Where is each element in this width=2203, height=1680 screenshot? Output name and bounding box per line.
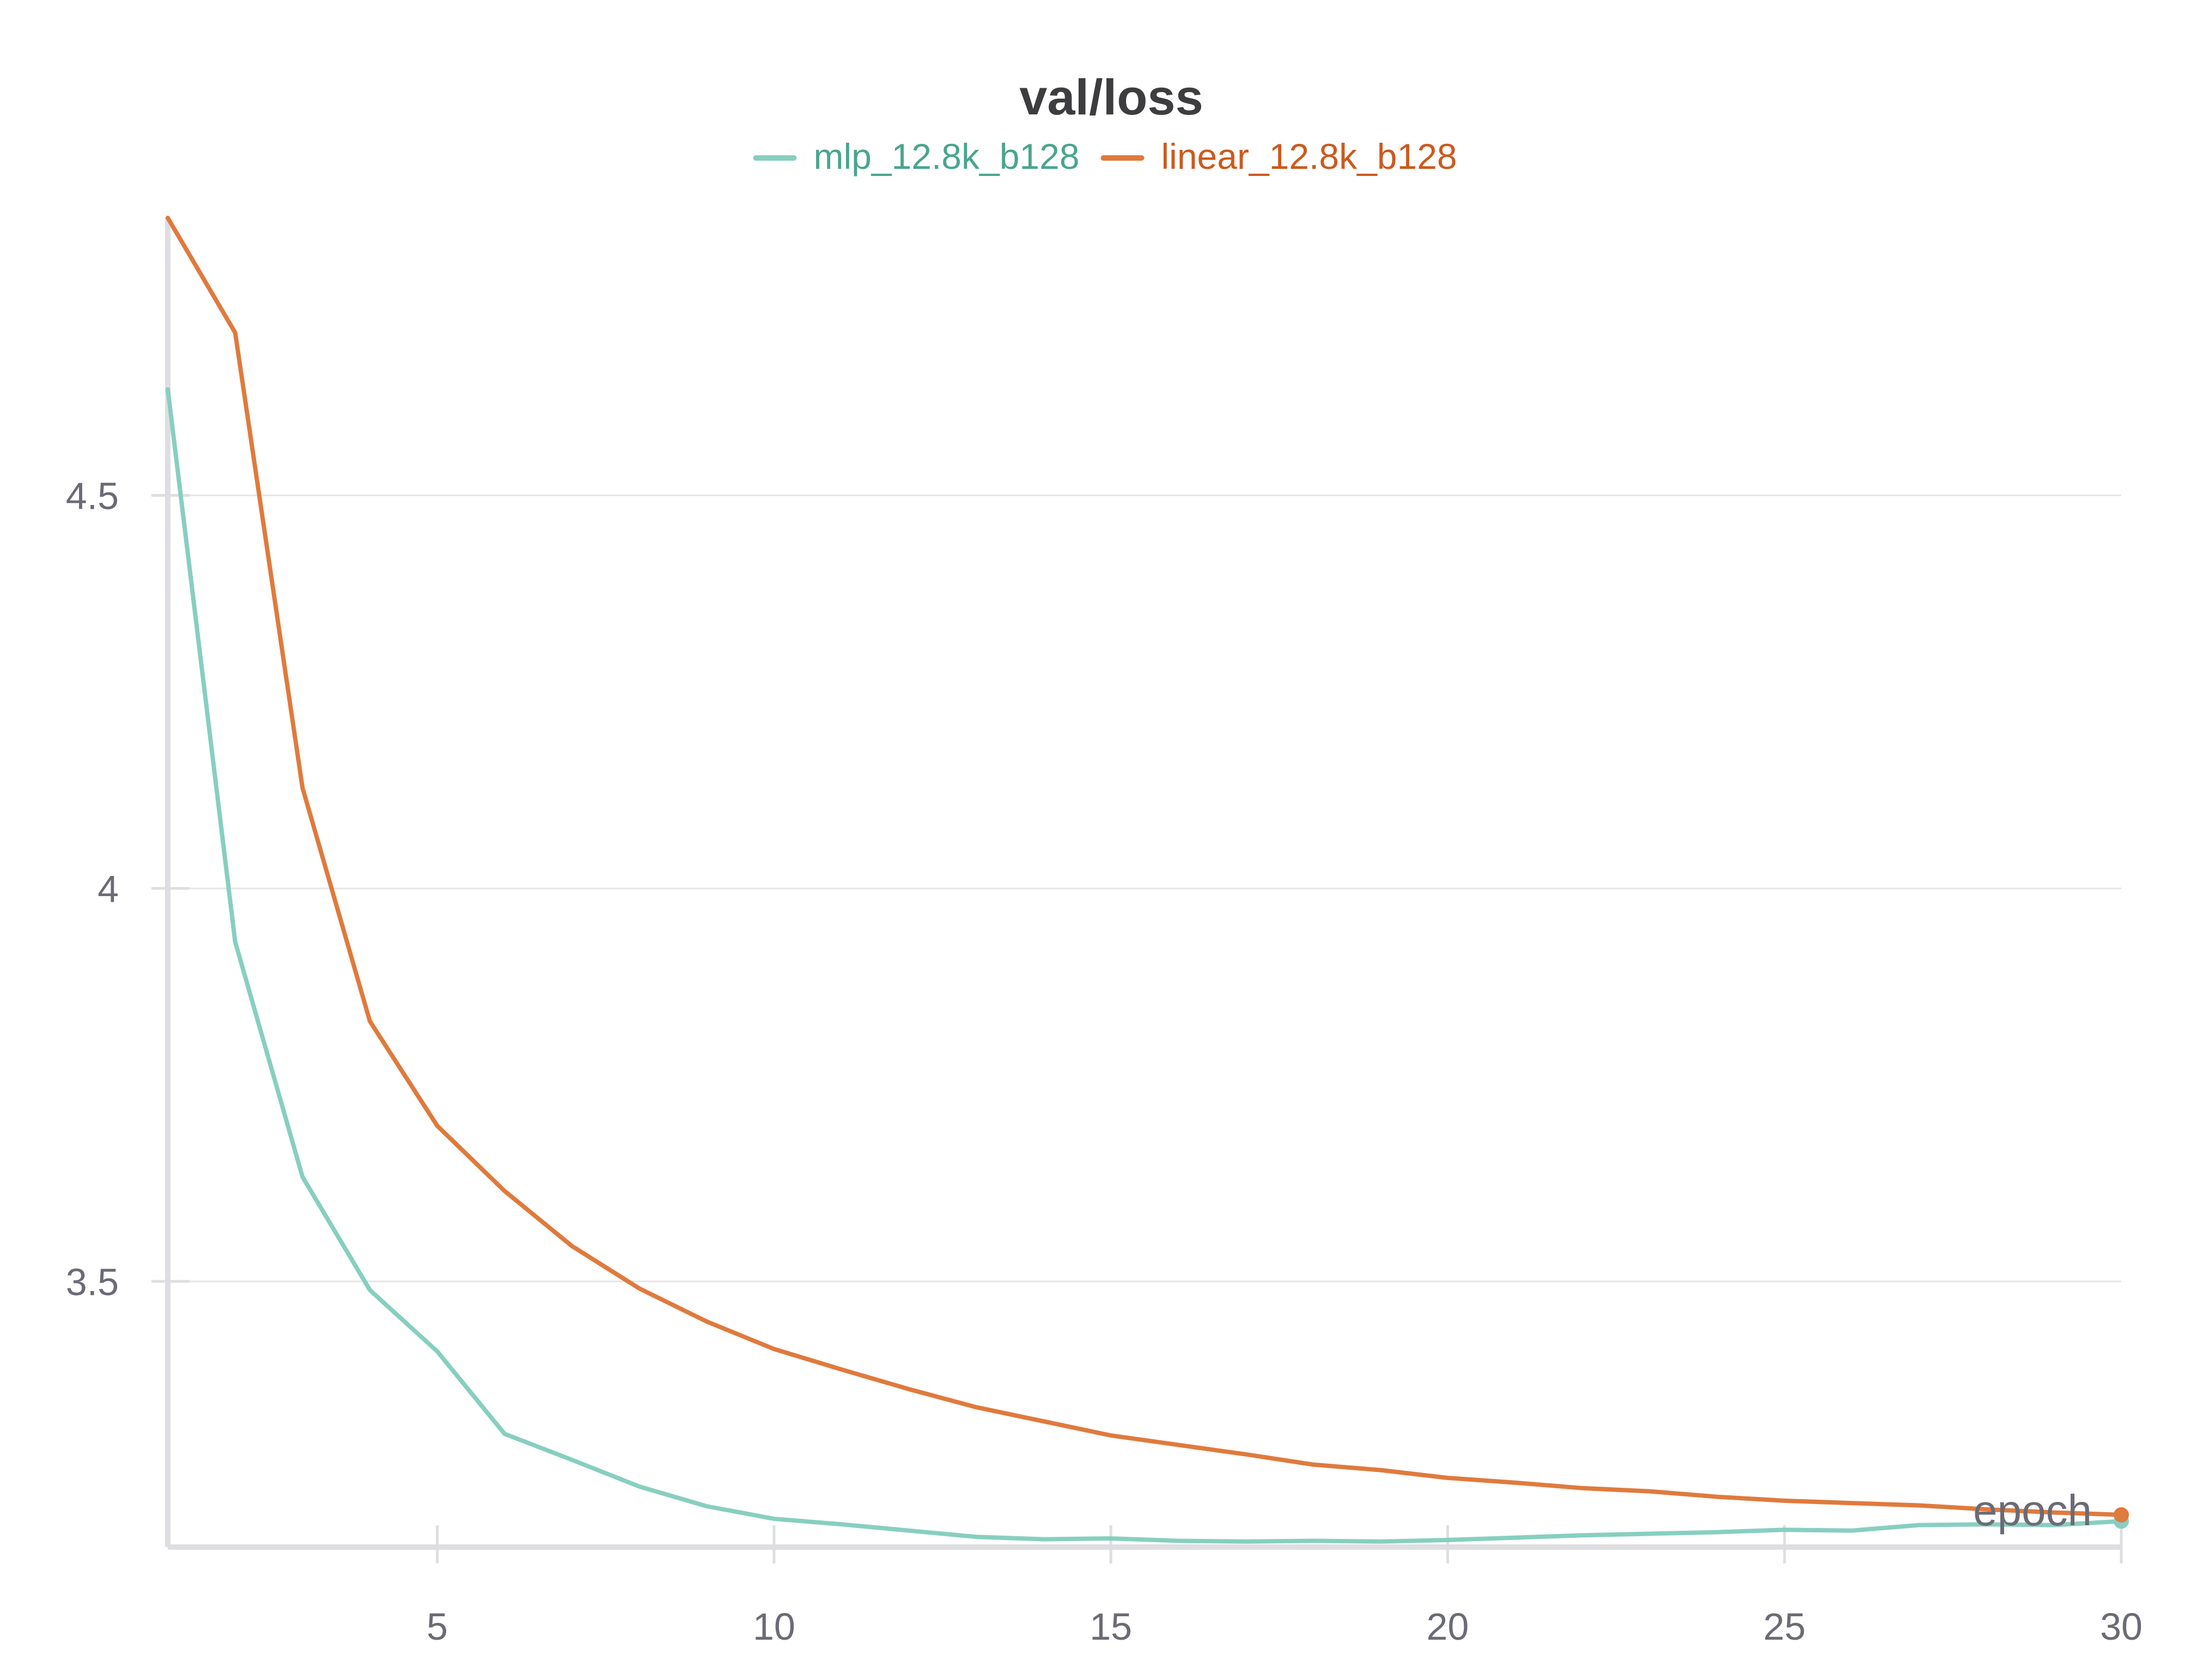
x-tick-label: 30 <box>2100 1605 2143 1648</box>
x-tick-label: 15 <box>1090 1605 1132 1648</box>
series-line-mlp_12.8k_b128 <box>166 387 2123 1544</box>
y-tick-label: 3.5 <box>66 1261 119 1303</box>
y-tick-label: 4 <box>98 868 119 910</box>
tick-labels: 3.5 4 4.5 5 10 15 20 25 30 <box>66 474 2143 1648</box>
axes <box>151 218 2123 1563</box>
x-tick-label: 20 <box>1427 1605 1469 1648</box>
x-tick-label: 10 <box>753 1605 795 1648</box>
legend-item[interactable]: linear_12.8k_b128 <box>1100 136 1457 176</box>
chart-title: val/loss <box>1019 70 1203 125</box>
series-line-linear_12.8k_b128 <box>166 216 2123 1517</box>
legend-item[interactable]: mlp_12.8k_b128 <box>753 136 1080 176</box>
series-lines <box>166 216 2129 1544</box>
y-tick-label: 4.5 <box>66 474 119 517</box>
legend: mlp_12.8k_b128 linear_12.8k_b128 <box>753 136 1457 176</box>
legend-label: mlp_12.8k_b128 <box>814 136 1080 176</box>
x-tick-label: 25 <box>1763 1605 1806 1648</box>
x-axis-title: epoch <box>1973 1486 2092 1535</box>
series-end-point <box>2114 1507 2129 1523</box>
x-tick-label: 5 <box>427 1605 448 1648</box>
grid <box>168 494 2121 1282</box>
legend-label: linear_12.8k_b128 <box>1161 136 1457 176</box>
